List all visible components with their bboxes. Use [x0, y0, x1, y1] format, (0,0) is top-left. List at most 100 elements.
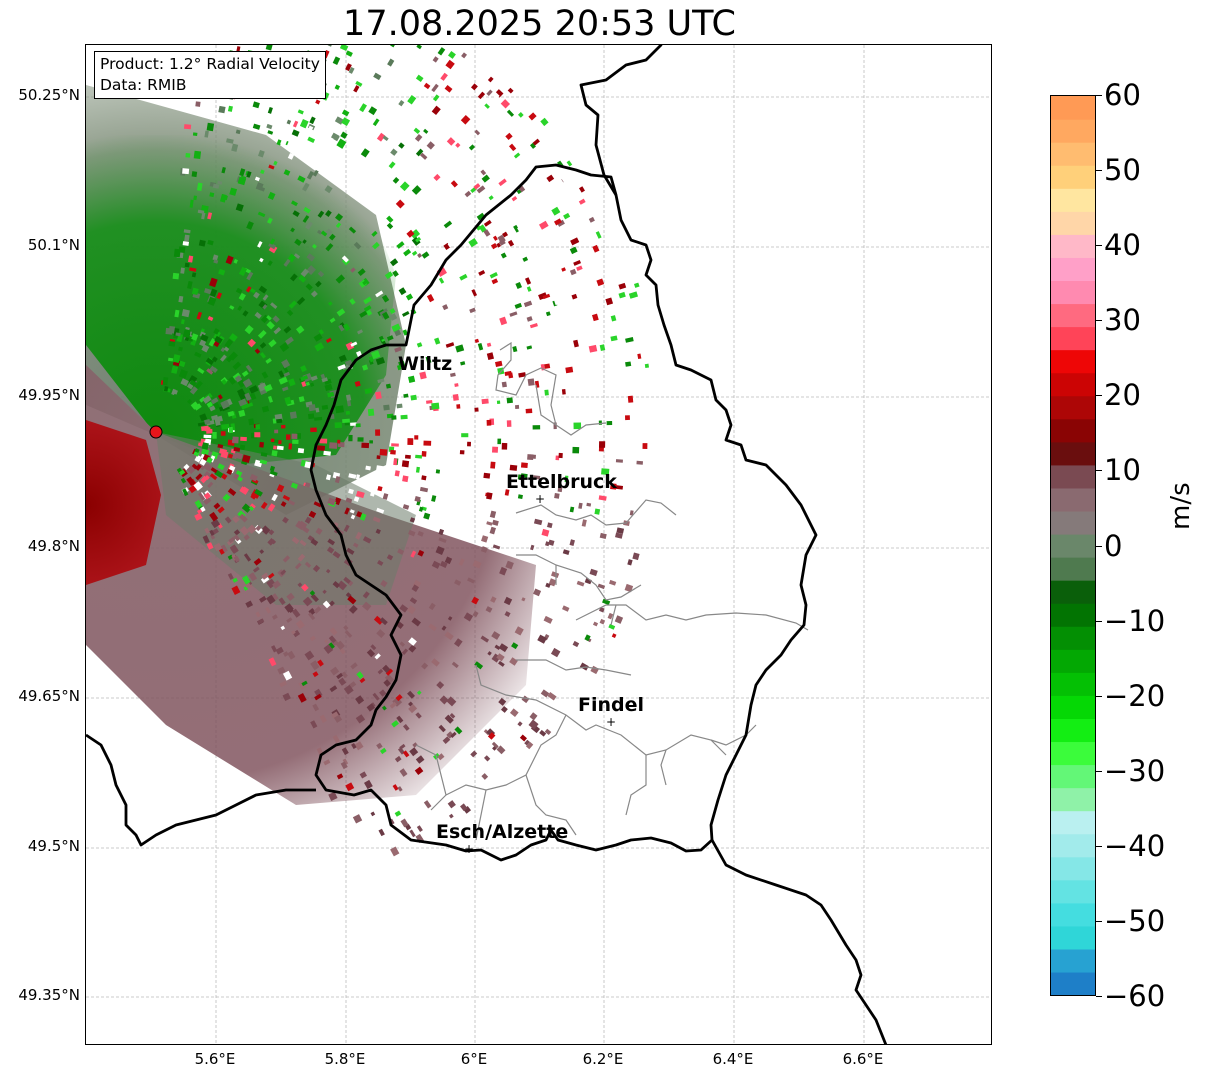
national-borders — [86, 45, 888, 1044]
colorbar-tick-label: −30 — [1104, 753, 1166, 788]
colorbar-tick-mark — [1096, 620, 1102, 622]
radar-speckles — [160, 45, 650, 857]
colorbar-segment — [1051, 810, 1095, 835]
colorbar-segment — [1051, 372, 1095, 397]
colorbar-tick-label: 10 — [1104, 453, 1141, 488]
plot-title: 17.08.2025 20:53 UTC — [343, 4, 736, 44]
colorbar-tick-label: 0 — [1104, 528, 1123, 563]
colorbar-tick-mark — [1096, 170, 1102, 172]
lat-tick-label: 49.8°N — [27, 537, 80, 555]
lat-tick-label: 50.25°N — [18, 86, 80, 104]
colorbar-segment — [1051, 418, 1095, 443]
colorbar-segment — [1051, 580, 1095, 604]
colorbar-tick-mark — [1096, 770, 1102, 772]
colorbar-tick-mark — [1096, 320, 1102, 322]
colorbar-segment — [1051, 741, 1095, 766]
colorbar-tick-mark — [1096, 395, 1102, 397]
colorbar-segment — [1051, 257, 1095, 282]
colorbar-tick-mark — [1096, 845, 1102, 847]
colorbar-segment — [1051, 764, 1095, 789]
lon-tick-label: 5.6°E — [194, 1050, 236, 1068]
city-label: Ettelbruck — [506, 471, 617, 493]
colorbar-segment — [1051, 280, 1095, 305]
colorbar-segment — [1051, 603, 1095, 627]
colorbar-segment — [1051, 902, 1095, 927]
lon-tick-label: 6°E — [460, 1050, 488, 1068]
colorbar-tick-label: 50 — [1104, 153, 1141, 188]
colorbar-tick-mark — [1096, 996, 1102, 997]
colorbar-segment — [1051, 119, 1095, 143]
colorbar-tick-label: −50 — [1104, 903, 1166, 938]
lon-tick-label: 6.4°E — [712, 1050, 754, 1068]
city-marker-icon: + — [535, 492, 545, 506]
colorbar-segment — [1051, 672, 1095, 696]
lat-tick-label: 49.95°N — [18, 386, 80, 404]
colorbar-tick-mark — [1096, 245, 1102, 247]
colorbar-segment — [1051, 487, 1095, 512]
city-markers: Wiltz Ettelbruck + Findel + Esch/Alzette… — [398, 353, 644, 856]
colorbar-segment — [1051, 142, 1095, 166]
colorbar-tick-label: 40 — [1104, 228, 1141, 263]
lon-tick-label: 6.2°E — [582, 1050, 624, 1068]
lat-tick-label: 49.35°N — [18, 986, 80, 1004]
colorbar-tick-mark — [1096, 920, 1102, 922]
colorbar-segment — [1051, 557, 1095, 581]
colorbar-segment — [1051, 395, 1095, 420]
colorbar-tick-label: 20 — [1104, 378, 1141, 413]
colorbar-tick-mark — [1096, 95, 1102, 96]
product-info-box: Product: 1.2° Radial Velocity Data: RMIB — [94, 51, 326, 99]
colorbar-segment — [1051, 879, 1095, 904]
colorbar-segment — [1051, 326, 1095, 351]
colorbar-tick-label: 30 — [1104, 303, 1141, 338]
colorbar — [1050, 95, 1096, 996]
colorbar-segment — [1051, 464, 1095, 489]
city-esch-alzette: Esch/Alzette + — [436, 821, 568, 856]
colorbar-gradient — [1051, 96, 1095, 996]
colorbar-segment — [1051, 533, 1095, 558]
colorbar-segment — [1051, 856, 1095, 881]
colorbar-segment — [1051, 948, 1095, 973]
lon-tick-label: 6.6°E — [842, 1050, 884, 1068]
lat-tick-label: 49.65°N — [18, 687, 80, 705]
colorbar-segment — [1051, 96, 1095, 120]
commune-borders — [415, 341, 809, 841]
colorbar-segment — [1051, 188, 1095, 212]
radar-site-marker — [149, 425, 163, 439]
lon-tick-label: 5.8°E — [324, 1050, 366, 1068]
colorbar-segment — [1051, 626, 1095, 650]
city-ettelbruck: Ettelbruck + — [506, 471, 617, 506]
radar-map[interactable]: Wiltz Ettelbruck + Findel + Esch/Alzette… — [85, 44, 992, 1045]
colorbar-segment — [1051, 441, 1095, 466]
colorbar-tick-label: −60 — [1104, 979, 1166, 1013]
colorbar-tick-label: −40 — [1104, 828, 1166, 863]
colorbar-segment — [1051, 649, 1095, 673]
colorbar-tick-label: −20 — [1104, 678, 1166, 713]
colorbar-segment — [1051, 718, 1095, 743]
colorbar-segment — [1051, 349, 1095, 374]
product-label: Product: 1.2° Radial Velocity — [100, 55, 320, 73]
lat-tick-label: 49.5°N — [27, 837, 80, 855]
city-marker-icon: + — [606, 715, 616, 729]
colorbar-segment — [1051, 971, 1095, 996]
colorbar-segment — [1051, 695, 1095, 719]
colorbar-unit-label: m/s — [1166, 482, 1196, 530]
colorbar-segment — [1051, 787, 1095, 812]
colorbar-tick-label: 60 — [1104, 78, 1141, 112]
city-findel: Findel + — [578, 694, 644, 729]
map-canvas: Wiltz Ettelbruck + Findel + Esch/Alzette… — [86, 45, 991, 1044]
city-label: Wiltz — [398, 353, 452, 375]
colorbar-tick-mark — [1096, 470, 1102, 472]
colorbar-segment — [1051, 211, 1095, 235]
colorbar-segment — [1051, 833, 1095, 858]
lat-tick-label: 50.1°N — [27, 236, 80, 254]
colorbar-tick-label: −10 — [1104, 603, 1166, 638]
city-marker-icon: + — [464, 842, 474, 856]
city-label: Findel — [578, 694, 644, 716]
city-wiltz: Wiltz — [398, 353, 452, 375]
colorbar-segment — [1051, 165, 1095, 189]
colorbar-tick-mark — [1096, 695, 1102, 697]
colorbar-segment — [1051, 303, 1095, 328]
colorbar-tick-mark — [1096, 545, 1102, 547]
data-source-label: Data: RMIB — [100, 76, 187, 94]
colorbar-segment — [1051, 510, 1095, 535]
